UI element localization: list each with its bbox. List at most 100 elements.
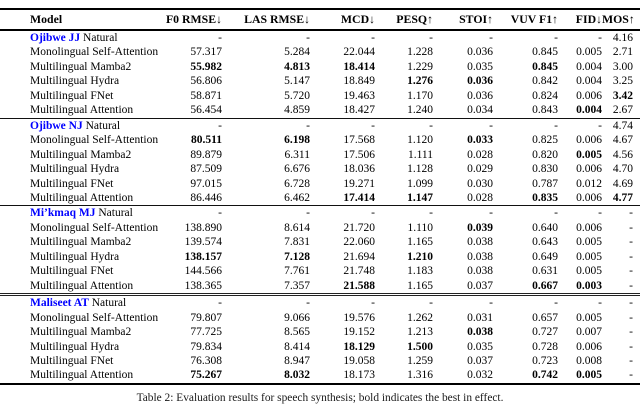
section-language-label: Ojibwe NJ (30, 119, 83, 132)
metric-cell: 1.228 (407, 46, 433, 59)
metric-cell: 0.006 (576, 163, 602, 176)
metric-cell: 0.727 (532, 326, 558, 339)
model-cell: Multilingual Hydra (30, 163, 120, 176)
metric-cell: 6.311 (284, 148, 310, 161)
metric-cell: 4.69 (612, 177, 633, 190)
metric-cell: 0.037 (467, 354, 493, 367)
metric-cell: 6.728 (284, 177, 310, 190)
metric-cell: 21.588 (343, 279, 375, 292)
metric-cell: 57.317 (190, 46, 222, 59)
metric-cell: 1.128 (407, 163, 433, 176)
metric-cell: 0.820 (532, 148, 558, 161)
metric-cell: - (629, 221, 633, 234)
metric-cell: - (629, 340, 633, 353)
table-row: Monolingual Self-Attention 57.317 5.284 22.… (0, 45, 640, 59)
metric-cell: 7.128 (284, 250, 310, 263)
metric-cell: - (554, 119, 558, 132)
table-row: Multilingual Attention 75.267 8.032 18.173 1… (0, 368, 640, 385)
metric-cell: - (489, 297, 493, 310)
metric-cell: 18.849 (343, 75, 375, 88)
header-row: Model F0 RMSE↓ LAS RMSE↓ MCD↓ PESQ↑ STOI… (0, 8, 640, 31)
metric-cell: 0.835 (532, 191, 558, 204)
metric-cell: - (629, 311, 633, 324)
metric-cell: 0.038 (467, 250, 493, 263)
metric-cell: 4.67 (612, 134, 633, 147)
metric-cell: - (371, 32, 375, 44)
model-cell: Multilingual Hydra (30, 75, 120, 88)
section-header-row: Ojibwe NJ Natural - - - - - - -4.74 (0, 118, 640, 133)
model-cell: Ojibwe NJ Natural (30, 119, 121, 132)
model-cell: Multilingual Mamba2 (30, 60, 132, 73)
metric-cell: 0.667 (532, 279, 558, 292)
metric-cell: 0.842 (532, 75, 558, 88)
metric-cell: 0.037 (467, 279, 493, 292)
metric-cell: 0.005 (576, 311, 602, 324)
metric-cell: - (489, 207, 493, 220)
metric-cell: 5.720 (284, 89, 310, 102)
model-cell: Multilingual Attention (30, 191, 134, 204)
metric-cell: - (629, 265, 633, 278)
metric-cell: 0.028 (467, 148, 493, 161)
table-row: Monolingual Self-Attention 138.890 8.614 21… (0, 221, 640, 235)
metric-cell: 56.806 (190, 75, 222, 88)
metric-cell: 0.012 (576, 177, 602, 190)
section-header-row: Maliseet AT Natural - - - - - - - - (0, 294, 640, 311)
metric-cell: 4.813 (284, 60, 310, 73)
metric-cell: - (489, 119, 493, 132)
metric-cell: 79.834 (190, 340, 222, 353)
metric-cell: 7.357 (284, 279, 310, 292)
metric-cell: 0.032 (433, 368, 493, 385)
metric-cell: 55.982 (190, 60, 222, 73)
metric-cell: 0.845 (532, 46, 558, 59)
model-cell: Multilingual FNet (30, 354, 114, 367)
metric-cell: 0.742 (493, 368, 558, 385)
metric-cell: 19.058 (343, 354, 375, 367)
metric-cell: 7.761 (284, 265, 310, 278)
metric-cell: 6.462 (284, 191, 310, 204)
model-cell: Ojibwe JJ Natural (30, 32, 118, 44)
metric-cell: 0.039 (467, 221, 493, 234)
metric-cell: 19.463 (343, 89, 375, 102)
metric-cell: - (598, 207, 602, 220)
metric-cell: 0.005 (576, 250, 602, 263)
metric-cell: 1.147 (407, 191, 433, 204)
col-header-mcd: MCD↓ (310, 8, 375, 31)
metric-cell: 0.006 (576, 134, 602, 147)
model-cell: Monolingual Self-Attention (30, 134, 159, 147)
table-row: Multilingual Mamba2 89.879 6.311 17.506 1.11… (0, 148, 640, 162)
metric-cell: 0.038 (467, 265, 493, 278)
metric-cell: 8.614 (284, 221, 310, 234)
metric-cell: 1.165 (407, 279, 433, 292)
metric-cell: 0.631 (532, 265, 558, 278)
metric-cell: 17.568 (343, 134, 375, 147)
metric-cell: 1.229 (407, 60, 433, 73)
metric-cell: 5.147 (284, 75, 310, 88)
table-row: Multilingual FNet 144.566 7.761 21.748 1.183… (0, 264, 640, 278)
col-header-model: Model (0, 8, 165, 31)
metric-cell: 0.029 (467, 163, 493, 176)
table-row: Multilingual Attention 56.454 4.859 18.427 1… (0, 103, 640, 118)
metric-cell: 19.576 (343, 311, 375, 324)
model-cell: Multilingual Mamba2 (30, 148, 132, 161)
metric-cell: - (429, 207, 433, 220)
metric-cell: 7.831 (284, 236, 310, 249)
metric-cell: - (218, 32, 222, 44)
metric-cell: 9.066 (284, 311, 310, 324)
metric-cell: 1.099 (407, 177, 433, 190)
metric-cell: 4.74 (612, 119, 633, 132)
table-row: Multilingual Attention 86.446 6.462 17.414 1… (0, 191, 640, 206)
table-row: Multilingual FNet 58.871 5.720 19.463 1.170 0… (0, 89, 640, 103)
metric-cell: - (598, 32, 602, 44)
metric-cell: 0.036 (467, 89, 493, 102)
metric-cell: 18.414 (343, 60, 375, 73)
metric-cell: - (629, 236, 633, 249)
metric-cell: 76.308 (190, 354, 222, 367)
metric-cell: - (371, 119, 375, 132)
metric-cell: - (598, 297, 602, 310)
table-caption: Table 2: Evaluation results for speech s… (136, 392, 504, 404)
metric-cell: - (218, 207, 222, 220)
metric-cell: 80.511 (191, 134, 222, 147)
metric-cell: 1.276 (407, 75, 433, 88)
metric-cell: 0.006 (576, 89, 602, 102)
col-header-las-rmse: LAS RMSE↓ (222, 8, 310, 31)
